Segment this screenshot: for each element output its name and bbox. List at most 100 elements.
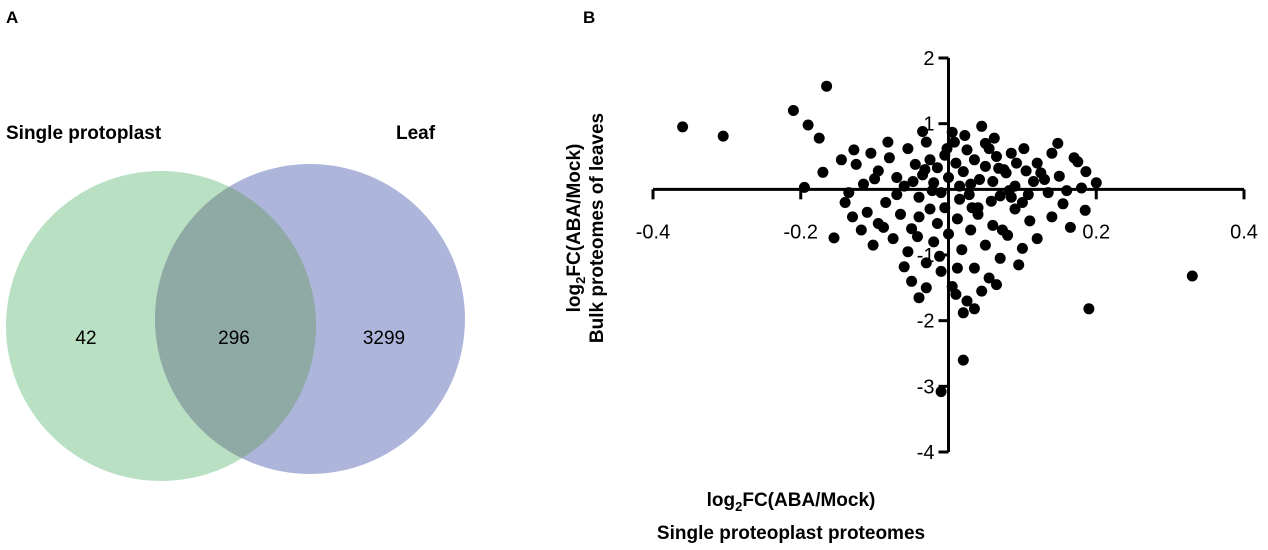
y-axis-title: log2FC(ABA/Mock)	[564, 144, 588, 313]
scatter-point	[1024, 215, 1036, 227]
scatter-point	[983, 272, 995, 284]
scatter-point	[813, 132, 825, 144]
scatter-point	[907, 176, 919, 187]
scatter-point	[996, 224, 1008, 236]
scatter-point	[1046, 211, 1058, 223]
scatter-point	[928, 236, 940, 248]
scatter-point	[931, 162, 943, 174]
scatter-point	[974, 174, 985, 185]
venn-count-overlap: 296	[218, 328, 250, 349]
venn-label-single-protoplast: Single protoplast	[6, 123, 162, 144]
scatter-point	[976, 120, 988, 132]
scatter-point	[987, 176, 999, 187]
scatter-point	[878, 221, 889, 233]
scatter-point	[935, 187, 947, 199]
scatter-point	[1016, 197, 1028, 208]
scatter-point	[1046, 147, 1058, 159]
scatter-point	[1011, 157, 1022, 169]
venn-count-left-only: 42	[75, 328, 96, 349]
scatter-point	[951, 213, 963, 225]
scatter-point	[898, 180, 910, 192]
scatter-point	[961, 295, 973, 307]
scatter-point	[920, 282, 932, 294]
scatter-point	[843, 187, 855, 199]
scatter-point	[891, 172, 903, 183]
scatter-point	[924, 154, 936, 166]
scatter-point	[912, 231, 923, 243]
scatter-point	[869, 173, 881, 185]
scatter-point	[979, 160, 991, 172]
scatter-point	[1031, 233, 1043, 245]
scatter-point	[906, 275, 918, 287]
scatter-point	[802, 119, 814, 131]
scatter-point	[1005, 147, 1017, 159]
scatter-point	[979, 239, 991, 251]
scatter-point	[817, 166, 829, 178]
scatter-point	[858, 178, 869, 190]
scatter-point	[1090, 177, 1102, 189]
scatter-point	[935, 265, 947, 277]
scatter-point	[948, 136, 960, 148]
scatter-point	[950, 157, 962, 169]
scatter-point	[957, 354, 969, 366]
scatter-point	[968, 262, 980, 274]
scatter-point	[966, 202, 978, 214]
scatter-point	[677, 121, 689, 133]
scatter-point	[943, 228, 954, 240]
scatter-point	[959, 130, 971, 141]
scatter-point	[913, 211, 925, 223]
x-axis-title-subscript: 2	[735, 499, 742, 514]
scatter-point	[717, 130, 729, 142]
scatter-point	[920, 136, 932, 148]
scatter-point	[946, 126, 958, 138]
y-tick-label: -4	[917, 442, 935, 464]
scatter-point	[902, 143, 914, 155]
scatter-point	[883, 152, 895, 164]
x-tick-label: 0.2	[1082, 221, 1110, 243]
scatter-plot: -0.4 -0.2 0.2 0.4 2 1 -1 -2 -3 -4	[636, 48, 1258, 464]
scatter-point	[1042, 187, 1054, 199]
scatter-point	[909, 158, 921, 170]
y-axis-title-subscript: 2	[573, 277, 588, 284]
scatter-point	[994, 190, 1006, 202]
scatter-point	[891, 189, 903, 201]
scatter-point	[913, 191, 925, 203]
scatter-point	[994, 252, 1006, 264]
scatter-point	[902, 246, 914, 258]
scatter-point	[848, 144, 860, 156]
scatter-point	[835, 154, 847, 166]
scatter-point	[941, 143, 953, 155]
scatter-point	[926, 185, 938, 197]
scatter-point	[1020, 165, 1032, 177]
scatter-point	[919, 164, 931, 176]
scatter-point	[991, 151, 1002, 162]
scatter-point	[963, 189, 975, 201]
scatter-point	[906, 223, 918, 235]
scatter-point	[855, 224, 867, 236]
scatter-point	[965, 224, 977, 236]
x-tick-label: -0.2	[784, 221, 818, 243]
scatter-point	[867, 239, 879, 251]
venn-count-right-only: 3299	[363, 328, 405, 349]
scatter-point	[898, 261, 910, 273]
scatter-point	[987, 219, 999, 231]
scatter-point	[1076, 182, 1087, 194]
scatter-point	[1031, 157, 1043, 169]
scatter-point	[850, 158, 862, 170]
scatter-point	[950, 288, 962, 300]
y-tick-label: -1	[917, 245, 935, 267]
scatter-point	[1057, 198, 1069, 210]
scatter-point	[985, 195, 997, 207]
venn-diagram	[6, 164, 465, 481]
scatter-point	[839, 197, 851, 208]
scatter-point	[920, 257, 932, 269]
scatter-point	[939, 202, 951, 214]
y-axis-subtitle: Bulk proteomes of leaves	[587, 113, 608, 343]
scatter-point	[787, 105, 799, 116]
scatter-point	[1068, 152, 1080, 164]
y-tick-label: 2	[923, 48, 934, 70]
scatter-point	[961, 144, 973, 156]
scatter-point	[1035, 167, 1047, 179]
scatter-point	[968, 303, 980, 315]
venn-overlap	[155, 171, 316, 474]
